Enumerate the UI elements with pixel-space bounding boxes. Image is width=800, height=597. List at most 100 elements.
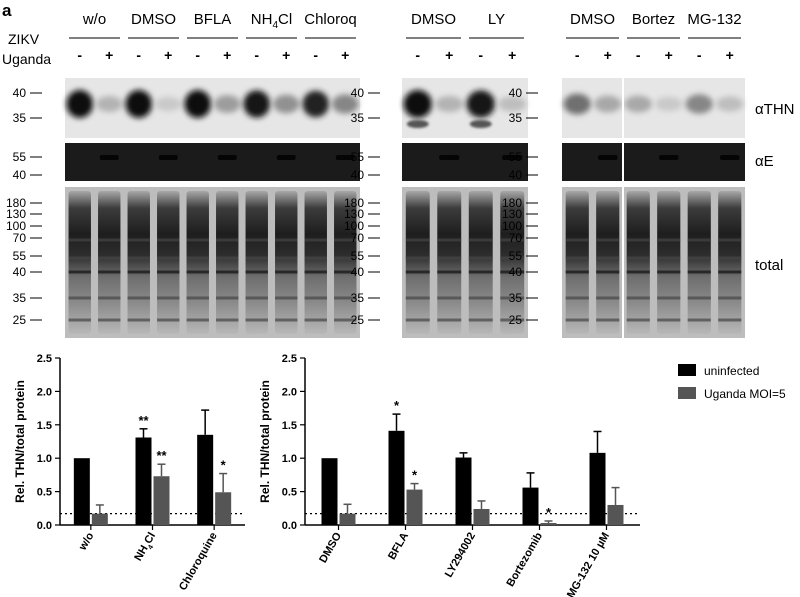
e-band bbox=[217, 155, 237, 160]
significance-mark: ** bbox=[156, 448, 167, 463]
lane-sign: + bbox=[604, 47, 612, 63]
total-band bbox=[127, 256, 150, 260]
e-strip bbox=[402, 143, 528, 181]
significance-mark: * bbox=[221, 458, 227, 473]
total-band bbox=[596, 296, 620, 300]
significance-mark: * bbox=[394, 398, 400, 413]
lane-group-label: DMSO bbox=[411, 11, 456, 28]
legend: uninfected Uganda MOI=5 bbox=[678, 364, 786, 401]
x-tick-label: Bortezomib bbox=[504, 530, 545, 589]
total-band bbox=[304, 238, 327, 242]
total-lane bbox=[216, 191, 239, 334]
total-band bbox=[657, 270, 681, 274]
infection-label-line1: ZIKV bbox=[8, 31, 40, 47]
total-band bbox=[216, 270, 239, 274]
lane-group-label: MG-132 bbox=[687, 11, 741, 28]
bar bbox=[73, 458, 90, 525]
y-axis-label: Rel. THN/total protein bbox=[258, 380, 272, 503]
total-band bbox=[687, 318, 711, 322]
total-band bbox=[68, 238, 91, 242]
total-band bbox=[718, 318, 742, 322]
total-lane bbox=[405, 191, 430, 334]
marker-label: 55 bbox=[13, 249, 27, 263]
thn-band bbox=[469, 120, 492, 128]
marker-label: 130 bbox=[6, 207, 26, 221]
total-band bbox=[657, 296, 681, 300]
marker-label: 55 bbox=[351, 249, 365, 263]
total-lane bbox=[596, 191, 620, 334]
marker-label: 25 bbox=[13, 313, 27, 327]
e-band bbox=[335, 155, 355, 160]
e-strip bbox=[562, 143, 745, 181]
total-band bbox=[657, 238, 681, 242]
thn-band bbox=[243, 90, 271, 118]
thn-band bbox=[655, 96, 683, 112]
total-band bbox=[468, 238, 493, 242]
lane-group-label: w/o bbox=[82, 11, 106, 28]
total-band bbox=[245, 256, 268, 260]
lane-sign: + bbox=[508, 47, 516, 63]
total-band bbox=[334, 238, 357, 242]
total-strip bbox=[562, 187, 745, 338]
thn-band bbox=[331, 94, 359, 114]
y-tick-label: 1.5 bbox=[37, 420, 52, 432]
x-tick-label: Chloroquine bbox=[177, 531, 220, 593]
y-tick-label: 2.0 bbox=[37, 386, 52, 398]
lane-sign: - bbox=[575, 47, 580, 63]
marker-label: 40 bbox=[13, 168, 27, 182]
legend-swatch-uganda bbox=[678, 387, 696, 399]
lane-sign: - bbox=[697, 47, 702, 63]
y-tick-label: 2.5 bbox=[37, 353, 52, 365]
bar bbox=[540, 522, 557, 525]
lane-sign: - bbox=[415, 47, 420, 63]
total-band bbox=[157, 256, 180, 260]
marker-label: 35 bbox=[13, 291, 27, 305]
lane-sign: + bbox=[282, 47, 290, 63]
lane-sign: + bbox=[445, 47, 453, 63]
total-band bbox=[500, 270, 525, 274]
y-tick-label: 0.0 bbox=[37, 520, 52, 532]
legend-label-uninfected: uninfected bbox=[704, 364, 759, 378]
bar bbox=[406, 489, 423, 525]
total-band bbox=[405, 256, 430, 260]
total-band bbox=[565, 296, 589, 300]
total-band bbox=[468, 270, 493, 274]
marker-label: 35 bbox=[509, 111, 523, 125]
marker-label: 180 bbox=[344, 196, 364, 210]
total-band bbox=[304, 318, 327, 322]
thn-band bbox=[403, 90, 432, 118]
total-band bbox=[405, 296, 430, 300]
marker-label: 55 bbox=[509, 150, 523, 164]
western-blots: w/o DMSO BFLA NH4Cl Chloroq- + - + - + - + - +4035554… bbox=[6, 11, 745, 338]
thn-strip bbox=[562, 78, 745, 138]
total-band bbox=[127, 318, 150, 322]
total-band bbox=[565, 270, 589, 274]
total-band bbox=[275, 318, 298, 322]
legend-label-uganda: Uganda MOI=5 bbox=[704, 387, 786, 401]
x-tick-label: w/o bbox=[76, 530, 96, 553]
lane-group-label: LY bbox=[488, 11, 505, 28]
total-lane bbox=[157, 191, 180, 334]
total-band bbox=[626, 318, 650, 322]
marker-label: 70 bbox=[351, 231, 365, 245]
marker-label: 35 bbox=[509, 291, 523, 305]
total-lane bbox=[437, 191, 462, 334]
total-band bbox=[245, 296, 268, 300]
total-lane bbox=[304, 191, 327, 334]
thn-band bbox=[406, 120, 429, 128]
lane-group-label: DMSO bbox=[131, 11, 176, 28]
total-band bbox=[468, 296, 493, 300]
total-band bbox=[186, 256, 209, 260]
marker-label: 40 bbox=[13, 86, 27, 100]
total-band bbox=[334, 256, 357, 260]
total-band bbox=[127, 238, 150, 242]
total-band bbox=[626, 238, 650, 242]
bar-chart: 0.0 0.5 1.0 1.5 2.0 2.5 Rel. THN/total protein… bbox=[258, 353, 640, 597]
y-tick-label: 0.5 bbox=[37, 487, 52, 499]
legend-swatch-uninfected bbox=[678, 364, 696, 376]
total-band bbox=[216, 256, 239, 260]
total-band bbox=[500, 296, 525, 300]
thn-band bbox=[466, 90, 495, 118]
total-band bbox=[186, 270, 209, 274]
total-lane bbox=[687, 191, 711, 334]
